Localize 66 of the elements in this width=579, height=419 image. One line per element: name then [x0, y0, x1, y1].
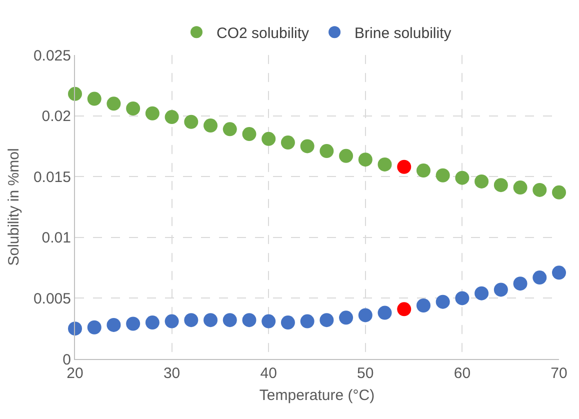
point: [320, 144, 334, 158]
y-tick-label: 0.025: [33, 47, 71, 64]
y-tick-label: 0.015: [33, 168, 71, 186]
point: [397, 160, 412, 174]
point: [68, 322, 82, 336]
point: [280, 316, 295, 330]
point: [87, 320, 102, 334]
point: [532, 182, 547, 197]
point: [358, 308, 372, 322]
point: [262, 314, 276, 328]
point: [358, 152, 372, 167]
point: [494, 178, 508, 192]
point: [378, 157, 392, 172]
point: [280, 136, 295, 150]
point: [436, 168, 450, 182]
legend-label: Brine solubility: [354, 25, 452, 42]
x-axis-title: Temperature (°C): [259, 387, 375, 404]
x-tick-label: 70: [550, 365, 568, 382]
point: [184, 313, 198, 328]
point: [145, 316, 160, 330]
point: [204, 313, 218, 328]
point: [552, 266, 566, 280]
y-tick-label: 0.01: [42, 230, 71, 247]
point: [513, 180, 528, 195]
point: [126, 316, 140, 331]
point: [242, 127, 256, 142]
point: [262, 132, 276, 146]
point: [339, 148, 354, 163]
point: [474, 286, 489, 300]
point: [87, 92, 102, 106]
point: [242, 313, 256, 328]
point: [68, 86, 82, 101]
x-tick-label: 40: [260, 365, 277, 382]
point: [455, 170, 470, 185]
y-tick-label: 0.02: [42, 108, 71, 126]
x-tick-label: 30: [163, 365, 180, 382]
point: [416, 164, 430, 178]
point: [184, 114, 198, 129]
point: [222, 313, 237, 328]
point: [320, 313, 334, 328]
legend-label: CO2 solubility: [216, 25, 310, 42]
point: [204, 118, 218, 133]
point: [145, 106, 160, 120]
point: [416, 298, 430, 312]
point: [300, 314, 314, 328]
point: [339, 310, 354, 325]
point: [436, 294, 450, 309]
point: [532, 270, 547, 285]
x-tick-label: 50: [357, 365, 374, 382]
y-tick-label: 0.005: [33, 290, 71, 308]
point: [106, 318, 121, 332]
point: [378, 306, 392, 320]
x-tick-label: 60: [454, 365, 471, 382]
point: [164, 110, 179, 124]
point: [494, 282, 508, 297]
point: [106, 96, 121, 111]
point: [164, 314, 179, 328]
point: [126, 102, 140, 116]
point: [552, 185, 566, 200]
point: [300, 139, 314, 154]
point: [455, 291, 470, 306]
point: [474, 174, 489, 188]
point: [513, 276, 528, 291]
point: [397, 302, 412, 316]
point: [222, 122, 237, 136]
y-axis-title: Solubility in %mol: [6, 148, 23, 266]
